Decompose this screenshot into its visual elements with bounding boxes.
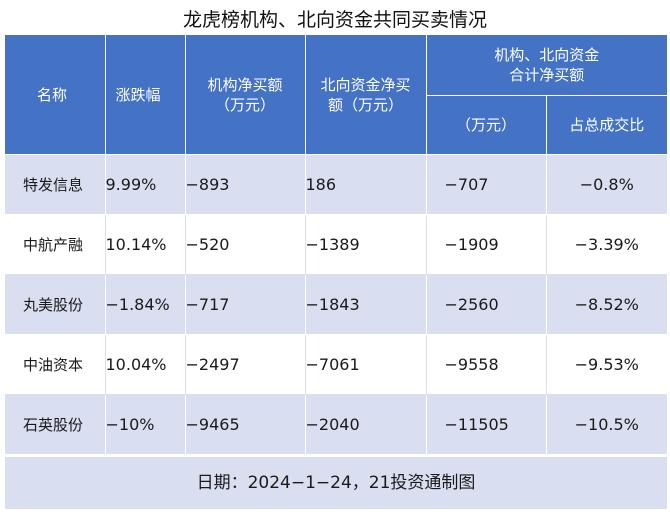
cell-name: 中油资本 bbox=[5, 334, 106, 395]
table-row: 特发信息 9.99% −893 186 −707 −0.8% bbox=[5, 154, 668, 215]
header-combined: 机构、北向资金 合计净买额 bbox=[426, 35, 668, 96]
cell-ratio: −0.8% bbox=[546, 154, 668, 215]
header-subrow: （万元） 占总成交比 bbox=[5, 95, 668, 155]
cell-change: −1.84% bbox=[105, 274, 186, 335]
cell-change: 10.04% bbox=[105, 334, 186, 395]
header-north-net-line2: 额（万元） bbox=[327, 95, 403, 114]
header-combined-unit: （万元） bbox=[426, 95, 547, 155]
source-footer: 日期：2024−1−24，21投资通制图 bbox=[5, 457, 667, 509]
cell-change: −10% bbox=[105, 394, 186, 455]
header-inst-net: 机构净买额 （万元） bbox=[185, 35, 306, 155]
cell-name: 石英股份 bbox=[5, 394, 106, 455]
cell-change: 9.99% bbox=[105, 154, 186, 215]
cell-inst-net: −520 bbox=[185, 214, 306, 275]
cell-name: 中航产融 bbox=[5, 214, 106, 275]
header-inst-net-line2: （万元） bbox=[214, 95, 275, 114]
header-row: 名称 涨跌幅 机构净买额 （万元） 北向资金净买 额（万元） 机构、北向资金 合… bbox=[5, 35, 668, 155]
header-north-net: 北向资金净买 额（万元） bbox=[305, 35, 427, 155]
cell-inst-net: −717 bbox=[185, 274, 306, 335]
cell-combined: −11505 bbox=[426, 394, 547, 455]
cell-ratio: −9.53% bbox=[546, 334, 668, 395]
table-row: 中油资本 10.04% −2497 −7061 −9558 −9.53% bbox=[5, 334, 668, 395]
header-change: 涨跌幅 bbox=[105, 35, 186, 155]
cell-north-net: −1843 bbox=[305, 274, 427, 335]
cell-combined: −1909 bbox=[426, 214, 547, 275]
cell-combined: −707 bbox=[426, 154, 547, 215]
cell-combined: −9558 bbox=[426, 334, 547, 395]
cell-north-net: −7061 bbox=[305, 334, 427, 395]
cell-inst-net: −2497 bbox=[185, 334, 306, 395]
cell-ratio: −8.52% bbox=[546, 274, 668, 335]
header-combined-line2: 合计净买额 bbox=[509, 66, 585, 84]
header-ratio: 占总成交比 bbox=[546, 95, 668, 155]
cell-ratio: −3.39% bbox=[546, 214, 668, 275]
header-combined-line1: 机构、北向资金 bbox=[494, 46, 600, 64]
report-title: 龙虎榜机构、北向资金共同买卖情况 bbox=[182, 9, 487, 31]
cell-change: 10.14% bbox=[105, 214, 186, 275]
cell-inst-net: −9465 bbox=[185, 394, 306, 455]
header-name: 名称 bbox=[5, 35, 106, 155]
cell-north-net: −2040 bbox=[305, 394, 427, 455]
header-north-net-line1: 北向资金净买 bbox=[320, 75, 411, 94]
cell-combined: −2560 bbox=[426, 274, 547, 335]
header-inst-net-line1: 机构净买额 bbox=[207, 75, 283, 94]
cell-name: 丸美股份 bbox=[5, 274, 106, 335]
table-row: 丸美股份 −1.84% −717 −1843 −2560 −8.52% bbox=[5, 274, 668, 335]
cell-inst-net: −893 bbox=[185, 154, 306, 215]
cell-ratio: −10.5% bbox=[546, 394, 668, 455]
table-row: 石英股份 −10% −9465 −2040 −11505 −10.5% bbox=[5, 394, 668, 455]
table-row: 中航产融 10.14% −520 −1389 −1909 −3.39% bbox=[5, 214, 668, 275]
data-table: 名称 涨跌幅 机构净买额 （万元） 北向资金净买 额（万元） 机构、北向资金 合… bbox=[5, 35, 668, 455]
cell-north-net: 186 bbox=[305, 154, 427, 215]
cell-north-net: −1389 bbox=[305, 214, 427, 275]
cell-name: 特发信息 bbox=[5, 154, 106, 215]
